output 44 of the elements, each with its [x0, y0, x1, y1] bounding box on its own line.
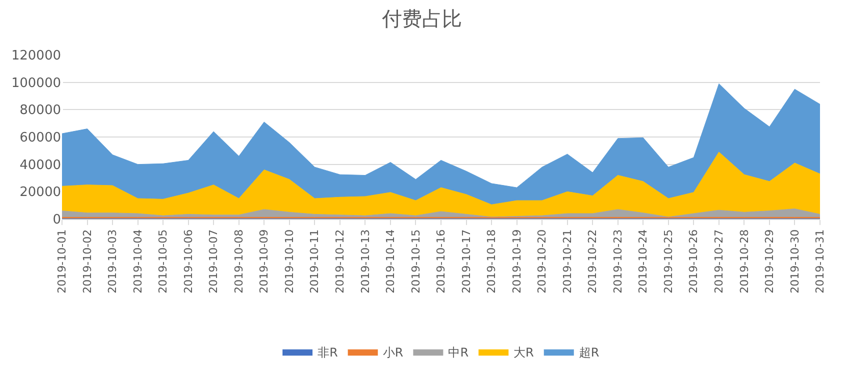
- x-tick-label: 2019-10-25: [662, 229, 675, 294]
- y-tick-label: 60000: [20, 130, 61, 146]
- chart-title: 付费占比: [381, 6, 462, 30]
- x-tick-label: 2019-10-23: [611, 229, 624, 294]
- x-tick-label: 2019-10-10: [282, 229, 296, 294]
- x-tick-label: 2019-10-18: [485, 229, 498, 294]
- x-tick-label: 2019-10-15: [409, 229, 422, 294]
- x-tick-label: 2019-10-30: [788, 229, 802, 294]
- x-tick-label: 2019-10-05: [156, 229, 170, 294]
- legend-label: 非R: [318, 345, 338, 360]
- x-tick-label: 2019-10-03: [106, 229, 120, 294]
- x-tick-label: 2019-10-08: [232, 229, 246, 294]
- x-tick-label: 2019-10-16: [434, 229, 448, 294]
- x-tick-label: 2019-10-01: [56, 229, 69, 294]
- x-tick-label: 2019-10-27: [712, 229, 726, 294]
- x-tick-label: 2019-10-11: [308, 229, 322, 294]
- y-tick-label: 40000: [20, 158, 61, 173]
- x-tick-label: 2019-10-04: [131, 229, 144, 294]
- x-tick-label: 2019-10-02: [80, 229, 94, 294]
- x-tick-label: 2019-10-09: [258, 229, 271, 294]
- x-tick-label: 2019-10-31: [814, 229, 827, 294]
- x-tick-label: 2019-10-12: [334, 229, 347, 294]
- x-tick-label: 2019-10-20: [536, 229, 549, 294]
- x-tick-label: 2019-10-26: [687, 229, 700, 294]
- legend-label: 小R: [382, 345, 404, 360]
- y-tick-label: 20000: [20, 185, 61, 200]
- x-tick-label: 2019-10-29: [763, 229, 776, 294]
- x-tick-label: 2019-10-28: [738, 229, 751, 294]
- legend-label: 超R: [578, 345, 600, 360]
- x-tick-label: 2019-10-21: [560, 229, 574, 294]
- x-tick-label: 2019-10-24: [636, 229, 650, 294]
- x-tick-label: 2019-10-06: [182, 229, 195, 294]
- x-tick-label: 2019-10-13: [358, 229, 372, 294]
- x-tick-label: 2019-10-17: [460, 229, 473, 294]
- y-tick-label: 80000: [20, 103, 61, 118]
- y-tick-label: 100000: [11, 76, 61, 91]
- y-tick-label: 0: [52, 212, 61, 228]
- legend-label: 大R: [514, 345, 534, 360]
- legend-label: 中R: [448, 345, 469, 360]
- y-tick-label: 120000: [11, 48, 61, 64]
- x-tick-label: 2019-10-14: [384, 229, 398, 294]
- x-tick-label: 2019-10-22: [586, 229, 600, 294]
- x-tick-label: 2019-10-07: [207, 229, 220, 294]
- x-tick-label: 2019-10-19: [510, 229, 524, 294]
